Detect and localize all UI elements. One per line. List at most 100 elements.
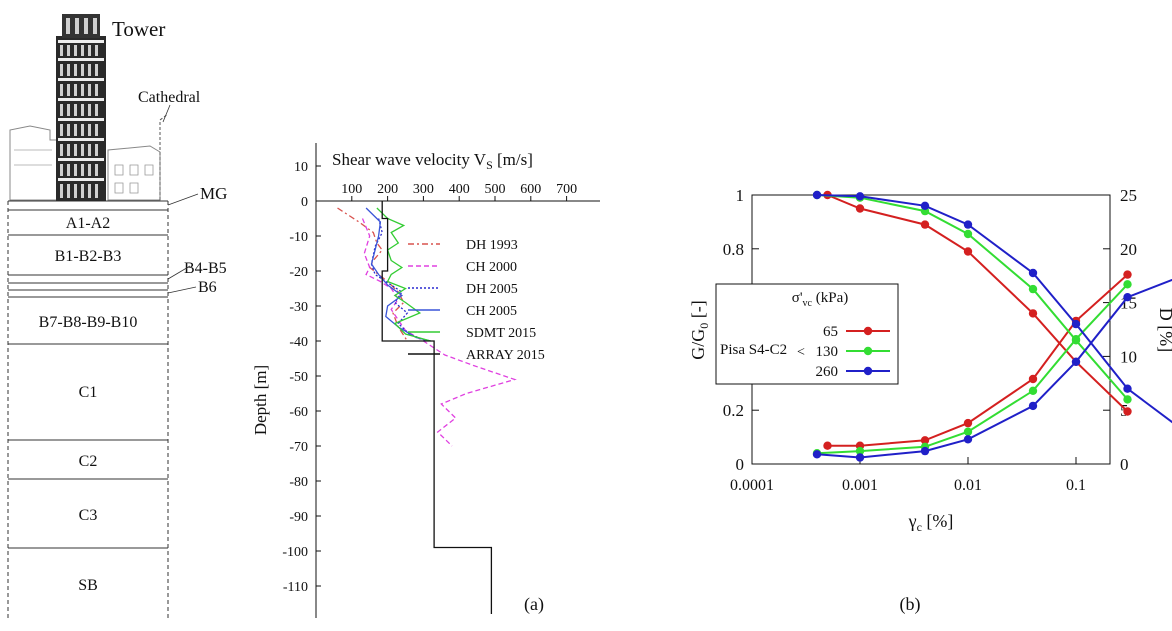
chart-b-d-point-130: [1028, 386, 1038, 395]
chart-a-x-tick-label: 500: [485, 182, 506, 197]
chart-a-series-dh-1993: [337, 207, 408, 342]
chart-a-x-tick-label: 100: [341, 182, 362, 197]
chart-a-y-tick-label: -70: [289, 440, 308, 455]
chart-a-x-tick-label: 300: [413, 182, 434, 197]
chart-a-legend-label: ARRAY 2015: [466, 348, 545, 363]
chart-b-d-point-260: [1071, 357, 1081, 366]
chart-b-y2-tick-label: 20: [1120, 240, 1137, 259]
chart-b-d-point-260: [812, 450, 822, 459]
panel-a-label: (a): [524, 594, 544, 615]
chart-b-d-line-260: [816, 278, 1172, 459]
chart-b-d-point-65: [920, 436, 930, 445]
soil-profile: Tower Cathedral A1-A2 B1-B2-B3 B4-B5 B6 …: [7, 14, 227, 618]
chart-b-x-tick-label: 0.001: [842, 477, 878, 494]
chart-b-legend-marker: [863, 366, 873, 376]
chart-a-legend-label: CH 2005: [466, 304, 517, 319]
panel-b-label: (b): [900, 594, 921, 615]
chart-a-y-tick-label: -80: [289, 475, 308, 490]
chart-b-d-point-260: [1028, 401, 1038, 411]
chart-a-y-tick-label: -100: [282, 545, 308, 560]
chart-b-y-tick-label: 0.2: [723, 401, 744, 420]
chart-b-legend-label: 260: [816, 364, 839, 380]
chart-b-g-point-65: [963, 247, 973, 256]
building-windows-icon: [114, 164, 154, 194]
layer-b4-b5: B4-B5: [184, 260, 227, 277]
chart-b-d-point-260: [855, 453, 865, 462]
chart-b-d-point-260: [963, 435, 973, 444]
chart-b-g-point-260: [1028, 268, 1038, 278]
mg-label: MG: [200, 184, 227, 203]
chart-b-g-point-260: [1071, 319, 1081, 329]
chart-b-ylabel: G/G0 [-]: [688, 300, 711, 359]
chart-a-legend-label: SDMT 2015: [466, 326, 536, 341]
chart-b-legend-group: Pisa S4-C2: [720, 342, 787, 358]
mg-pointer: [167, 193, 199, 206]
chart-a-series-array-2015: [381, 201, 493, 614]
building-left-icon: [9, 125, 61, 201]
chart-a-y-tick-label: 0: [301, 195, 308, 210]
chart-b-d-point-130: [963, 427, 973, 436]
chart-b-d-point-260: [920, 446, 930, 456]
chart-b-x-tick-label: 0.01: [954, 477, 982, 494]
chart-b-d-point-130: [1071, 335, 1081, 344]
chart-b-x-tick-label: 0.1: [1066, 477, 1086, 494]
chart-a-legend-label: DH 2005: [466, 282, 518, 297]
cathedral-wall-icon: [159, 113, 169, 200]
chart-a-x-tick-label: 600: [520, 182, 541, 197]
chart-b-d-point-130: [855, 446, 865, 456]
chart-a-title: Shear wave velocity VS [m/s]: [332, 150, 533, 172]
chart-a-y-tick-label: -30: [289, 300, 308, 315]
chart-a-y-tick-label: 10: [294, 160, 308, 175]
layer-b1-b2-b3: B1-B2-B3: [55, 248, 122, 265]
chart-b-d-point-65: [823, 441, 832, 450]
chart-a-y-tick-label: -50: [289, 370, 308, 385]
chart-a-y-tick-label: -60: [289, 405, 308, 420]
legend-brace-icon: <: [797, 345, 805, 360]
chart-a-x-tick-label: 200: [377, 182, 398, 197]
chart-b-g-point-260: [963, 220, 973, 229]
chart-a-x-ticks: 100 200 300 400 500 600 700: [341, 182, 577, 201]
chart-b-g-point-130: [1123, 395, 1132, 404]
layer-sb: SB: [78, 577, 98, 594]
chart-a-series-sdmt-2015: [376, 207, 431, 342]
tower-icon: [56, 14, 106, 201]
chart-b-g-point-260: [920, 201, 930, 210]
chart-b-legend-label: 130: [816, 344, 839, 360]
layer-c1: C1: [79, 384, 98, 401]
chart-b-series: [812, 190, 1172, 462]
chart-b-legend-items: 65 130 260: [816, 324, 890, 380]
chart-a: 100-10-20-30-40-50-60-70-80-90-100-110 1…: [251, 143, 600, 618]
chart-a-y-tick-label: -20: [289, 265, 308, 280]
chart-b-y2-tick-label: 25: [1120, 186, 1137, 205]
building-right-icon: [107, 145, 161, 201]
chart-b-g-point-65: [1028, 309, 1038, 318]
chart-b-y-tick-label: 0.8: [723, 240, 744, 259]
chart-a-x-tick-label: 400: [449, 182, 470, 197]
chart-b-g-point-65: [1123, 407, 1132, 416]
chart-b-ticks: 0.00010.0010.010.1100.20.40.60.810510152…: [723, 186, 1137, 494]
chart-b-d-point-65: [963, 418, 973, 428]
chart-b-g-point-130: [1028, 284, 1038, 294]
layer-c2: C2: [79, 453, 98, 470]
chart-b-g-point-65: [920, 220, 930, 229]
chart-a-x-tick-label: 700: [556, 182, 577, 197]
chart-b-d-point-130: [1123, 280, 1132, 289]
chart-a-ylabel: Depth [m]: [251, 365, 270, 435]
chart-a-y-tick-label: -10: [289, 230, 308, 245]
chart-b-d-point-260: [1123, 293, 1132, 302]
chart-b-g-point-65: [855, 204, 865, 213]
layer-b6: B6: [198, 279, 217, 296]
layer-a1-a2: A1-A2: [66, 215, 110, 232]
chart-b: 0.00010.0010.010.1100.20.40.60.810510152…: [688, 186, 1172, 615]
chart-b-y2-tick-label: 0: [1120, 455, 1129, 474]
chart-a-y-ticks: 10 0 -10 -20 -30 -40 -50 -60 -70 -80 -90 -100 -110: [282, 160, 321, 595]
chart-b-d-point-65: [1123, 270, 1132, 279]
chart-a-legend: DH 1993 CH 2000 DH 2005 CH 2005 SDMT 2015 ARR…: [408, 238, 545, 363]
chart-a-series: [337, 201, 517, 614]
chart-b-y2label: D [%]: [1156, 308, 1172, 352]
tower-label: Tower: [112, 17, 165, 41]
chart-a-legend-label: DH 1993: [466, 238, 518, 253]
chart-a-y-tick-label: -110: [283, 580, 308, 595]
building-left-lines-icon: [14, 149, 52, 166]
